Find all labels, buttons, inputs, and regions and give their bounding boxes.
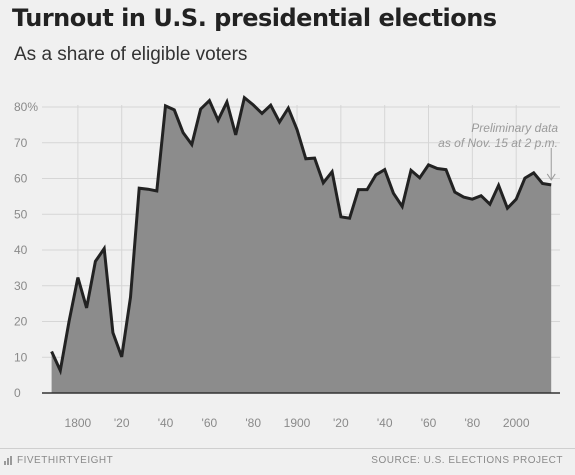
y-tick-label: 30 [14, 279, 28, 293]
x-tick-label: '80 [465, 416, 481, 430]
page-subtitle: As a share of eligible voters [14, 44, 248, 65]
turnout-line [50, 95, 552, 376]
footer-divider [0, 448, 575, 449]
y-tick-label: 0 [14, 386, 21, 400]
x-tick-label: '20 [114, 416, 130, 430]
brand-name: FIVETHIRTYEIGHT [17, 455, 114, 466]
annotation-arrow-head [546, 173, 556, 181]
page-title: Turnout in U.S. presidential elections [12, 4, 497, 32]
bar-chart-icon [4, 456, 13, 465]
x-tick-label: 2000 [503, 416, 530, 430]
annotation-text: Preliminary data [471, 121, 558, 135]
y-tick-label: 70 [14, 136, 28, 150]
brand-logo: FIVETHIRTYEIGHT [4, 455, 113, 466]
y-tick-label: 40 [14, 243, 28, 257]
x-tick-label: 1900 [284, 416, 311, 430]
y-tick-label: 80% [14, 100, 38, 114]
source-credit: SOURCE: U.S. ELECTIONS PROJECT [371, 455, 563, 466]
x-tick-label: '60 [202, 416, 218, 430]
x-tick-label: '40 [158, 416, 174, 430]
y-axis: 0 10 20 30 40 50 60 70 80% [14, 100, 38, 400]
x-tick-label: '40 [377, 416, 393, 430]
x-axis: 1800 '20 '40 '60 '80 1900 '20 '40 '60 '80 2000 [65, 416, 530, 430]
y-tick-label: 60 [14, 172, 28, 186]
x-tick-label: 1800 [65, 416, 92, 430]
turnout-area [51, 97, 552, 393]
y-tick-label: 20 [14, 315, 28, 329]
annotation-text: as of Nov. 15 at 2 p.m. [438, 136, 558, 150]
y-tick-label: 50 [14, 207, 28, 221]
x-tick-label: '20 [333, 416, 349, 430]
y-tick-label: 10 [14, 350, 28, 364]
x-tick-label: '80 [245, 416, 261, 430]
x-tick-label: '60 [421, 416, 437, 430]
